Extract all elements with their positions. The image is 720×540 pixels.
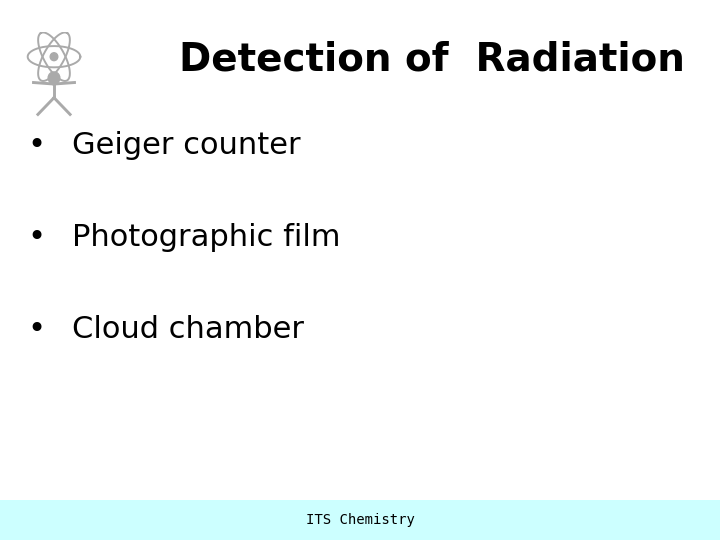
Text: ITS Chemistry: ITS Chemistry: [305, 513, 415, 526]
Circle shape: [50, 53, 58, 60]
Text: •: •: [27, 223, 45, 252]
Text: Detection of  Radiation: Detection of Radiation: [179, 40, 685, 78]
Text: •: •: [27, 315, 45, 344]
Text: •: •: [27, 131, 45, 160]
Text: Geiger counter: Geiger counter: [72, 131, 301, 160]
Text: Photographic film: Photographic film: [72, 223, 341, 252]
Text: Cloud chamber: Cloud chamber: [72, 315, 304, 344]
Circle shape: [48, 72, 60, 84]
Bar: [0, 500, 720, 540]
